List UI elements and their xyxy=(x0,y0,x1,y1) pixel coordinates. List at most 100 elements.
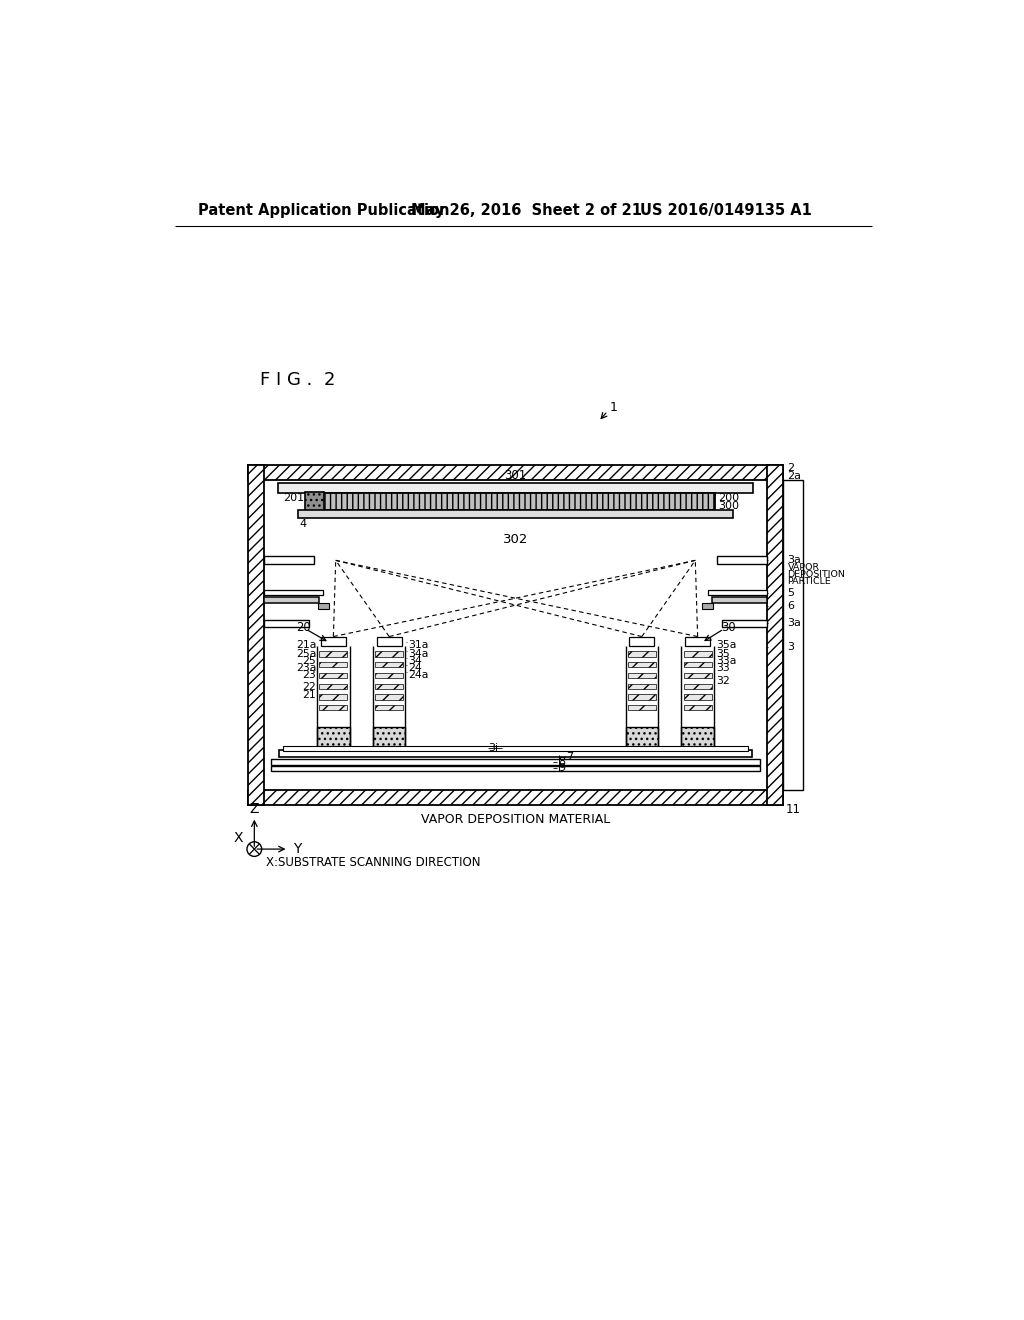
Text: X:SUBSTRATE SCANNING DIRECTION: X:SUBSTRATE SCANNING DIRECTION xyxy=(266,857,480,870)
Text: 300: 300 xyxy=(719,500,739,511)
Bar xyxy=(317,726,349,750)
Text: 7: 7 xyxy=(566,752,573,763)
Bar xyxy=(626,726,658,750)
Text: 35a: 35a xyxy=(716,640,736,649)
Bar xyxy=(702,603,713,609)
Text: 2a: 2a xyxy=(787,471,802,482)
Bar xyxy=(708,590,767,595)
Bar xyxy=(248,789,783,805)
Text: 2: 2 xyxy=(787,463,795,473)
Bar xyxy=(628,705,655,710)
Bar xyxy=(305,492,324,512)
Text: 6: 6 xyxy=(787,601,795,611)
Text: 200: 200 xyxy=(719,492,739,503)
Bar xyxy=(263,620,308,627)
Bar xyxy=(712,597,767,603)
Text: 11: 11 xyxy=(786,804,801,816)
Text: 4: 4 xyxy=(299,519,306,529)
Text: F I G .  2: F I G . 2 xyxy=(260,371,335,389)
Bar xyxy=(263,590,324,595)
Bar xyxy=(319,694,347,700)
Bar xyxy=(628,651,655,656)
Bar xyxy=(628,694,655,700)
Text: 9: 9 xyxy=(558,763,565,774)
Bar xyxy=(684,651,712,656)
Text: VAPOR DEPOSITION MATERIAL: VAPOR DEPOSITION MATERIAL xyxy=(421,813,610,825)
Bar xyxy=(628,673,655,678)
Bar xyxy=(681,726,714,750)
Bar xyxy=(321,636,346,645)
Bar xyxy=(375,705,403,710)
Text: 302: 302 xyxy=(503,533,528,546)
Bar xyxy=(684,705,712,710)
Bar xyxy=(375,651,403,656)
Text: 1: 1 xyxy=(610,400,617,413)
Bar xyxy=(375,694,403,700)
Bar xyxy=(319,673,347,678)
Text: X: X xyxy=(234,832,244,845)
Text: PARTICLE: PARTICLE xyxy=(787,577,831,586)
Bar xyxy=(271,766,760,771)
Text: Y: Y xyxy=(293,842,301,857)
Text: 201: 201 xyxy=(283,492,304,503)
Bar xyxy=(684,673,712,678)
Text: 301: 301 xyxy=(505,469,526,482)
Bar xyxy=(263,597,319,603)
Text: 5: 5 xyxy=(787,587,795,598)
Bar xyxy=(722,620,767,627)
Text: 22: 22 xyxy=(302,682,316,692)
Bar xyxy=(283,746,748,751)
Bar xyxy=(717,557,767,564)
Bar xyxy=(767,465,783,805)
Bar xyxy=(375,684,403,689)
Bar xyxy=(319,651,347,656)
Text: Patent Application Publication: Patent Application Publication xyxy=(198,203,450,218)
Bar xyxy=(628,663,655,668)
Text: 3: 3 xyxy=(787,643,795,652)
Bar xyxy=(377,636,401,645)
Bar xyxy=(298,511,733,517)
Text: 21: 21 xyxy=(302,689,316,700)
Text: 24: 24 xyxy=(408,663,422,673)
Text: 35: 35 xyxy=(716,649,730,659)
Bar xyxy=(684,694,712,700)
Text: 23a: 23a xyxy=(296,663,316,673)
Text: 25a: 25a xyxy=(296,649,316,659)
Text: 24a: 24a xyxy=(408,669,428,680)
Text: Z: Z xyxy=(250,803,259,816)
Text: 33: 33 xyxy=(716,663,730,673)
Bar xyxy=(783,480,803,789)
Text: 30: 30 xyxy=(721,620,735,634)
Bar xyxy=(685,636,710,645)
Text: US 2016/0149135 A1: US 2016/0149135 A1 xyxy=(640,203,811,218)
Bar xyxy=(278,483,754,494)
Text: 8: 8 xyxy=(558,758,565,767)
Bar xyxy=(317,603,329,609)
Text: VAPOR: VAPOR xyxy=(787,562,819,572)
Bar xyxy=(684,684,712,689)
Bar xyxy=(373,726,406,750)
Bar xyxy=(316,494,715,511)
Text: 31a: 31a xyxy=(408,640,428,649)
Bar xyxy=(319,663,347,668)
Bar xyxy=(375,663,403,668)
Text: 34: 34 xyxy=(408,656,422,665)
Text: 21a: 21a xyxy=(296,640,316,649)
Bar xyxy=(248,465,263,805)
Text: 3i: 3i xyxy=(488,743,499,754)
Bar xyxy=(248,465,783,480)
Bar xyxy=(319,684,347,689)
Text: May 26, 2016  Sheet 2 of 21: May 26, 2016 Sheet 2 of 21 xyxy=(411,203,642,218)
Bar xyxy=(280,750,752,758)
Text: 20: 20 xyxy=(296,620,311,634)
Text: DEPOSITION: DEPOSITION xyxy=(787,570,846,578)
Text: 32: 32 xyxy=(716,676,730,686)
Bar xyxy=(630,636,654,645)
Bar xyxy=(628,684,655,689)
Bar xyxy=(375,673,403,678)
Text: 3a: 3a xyxy=(787,619,802,628)
Text: 23: 23 xyxy=(302,669,316,680)
Text: 3a: 3a xyxy=(787,556,802,565)
Bar xyxy=(271,759,760,766)
Text: 33a: 33a xyxy=(716,656,736,665)
